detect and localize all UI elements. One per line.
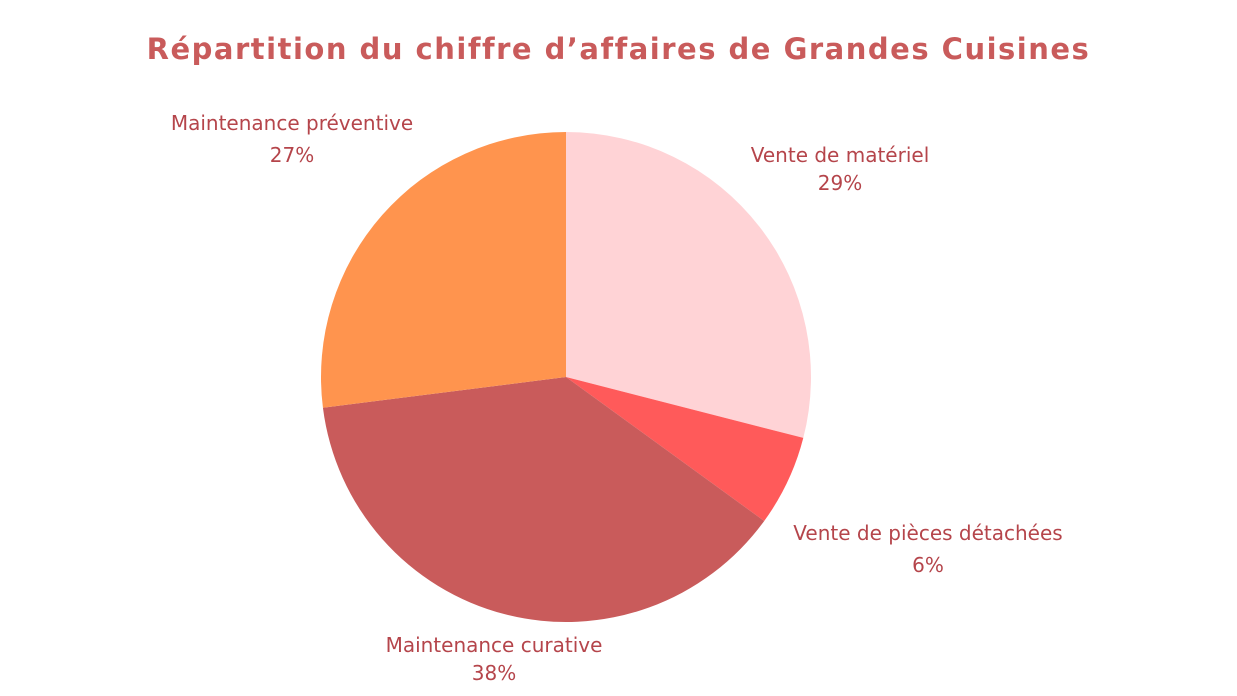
slice-value-label: 27%	[270, 143, 314, 167]
pie-slice-vente-de-matériel	[566, 132, 811, 438]
slice-label: Maintenance curative	[386, 633, 603, 657]
pie-slices	[320, 132, 811, 623]
pie-slice-maintenance-curative	[322, 377, 765, 623]
slice-label: Vente de pièces détachées	[793, 521, 1062, 545]
slice-value-label: 38%	[472, 661, 516, 685]
slice-labels: Vente de matériel 29% Vente de pièces déta…	[171, 111, 1063, 685]
slice-value-label: 6%	[912, 553, 944, 577]
pie-slice-maintenance-préventive	[320, 132, 566, 408]
slice-label: Maintenance préventive	[171, 111, 413, 135]
pie-slice-vente-de-pièces-détachées	[566, 377, 804, 522]
chart-title: Répartition du chiffre d’affaires de Gra…	[146, 32, 1091, 66]
slice-label: Vente de matériel	[751, 143, 930, 167]
slice-value-label: 29%	[818, 171, 862, 195]
